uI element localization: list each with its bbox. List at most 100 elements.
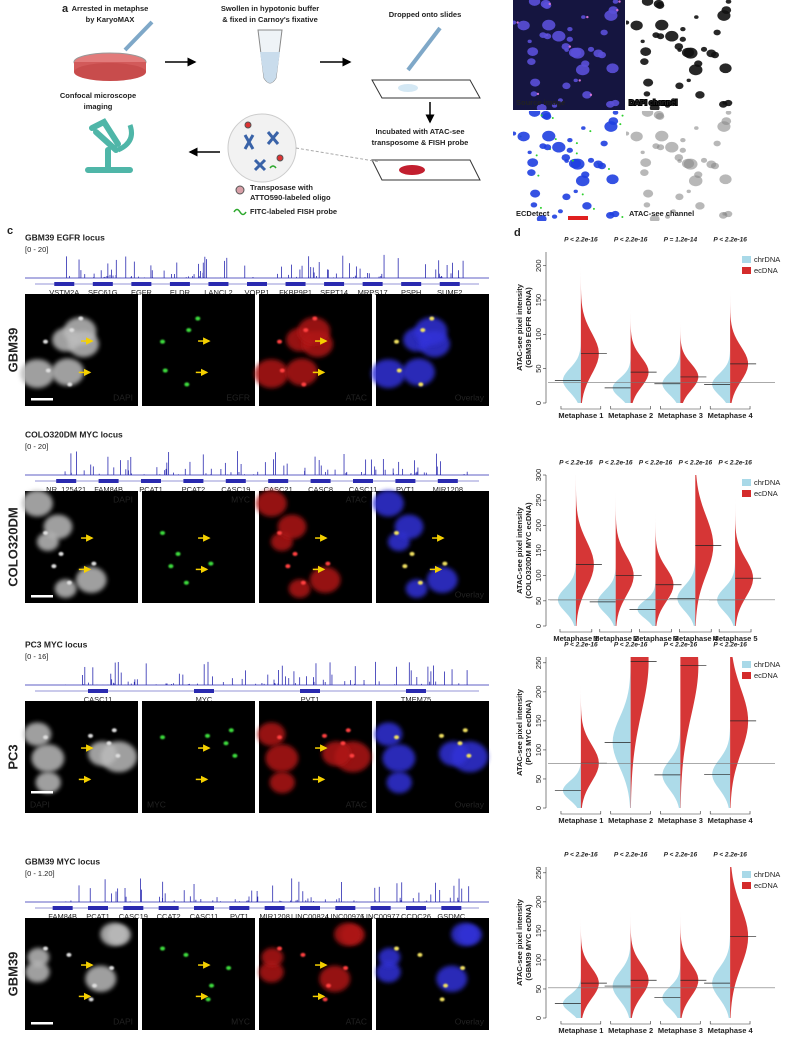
gene-label: PSPH [401, 288, 421, 297]
chromatin [75, 566, 107, 593]
blob [604, 10, 618, 21]
gene-label: MRPS17 [358, 288, 388, 297]
legend-icon [233, 208, 247, 216]
chromatin [35, 771, 61, 794]
y-axis-label: ATAC-see pixel intensity [515, 898, 524, 986]
cell-line-label: GBM39 [5, 328, 20, 373]
blob [575, 175, 590, 187]
gene-label: MIR1208 [433, 485, 463, 494]
gene-box [88, 689, 108, 693]
dot [581, 193, 584, 196]
dot [536, 92, 540, 96]
blob [593, 160, 604, 169]
blob [604, 121, 618, 132]
gene-label: MIR1208 [259, 912, 289, 921]
dot [619, 123, 622, 126]
y-tick-label: 250 [534, 494, 543, 507]
dot [592, 207, 595, 210]
blob [626, 20, 630, 25]
y-tick-label: 200 [534, 519, 543, 532]
blob [540, 0, 551, 9]
y-axis-label: (GBM39 MYC ecDNA) [524, 904, 533, 981]
gene-label: CASC11 [84, 695, 113, 704]
channel-label: Overlay [455, 799, 485, 809]
chromatin [426, 566, 458, 593]
p-value: P < 2.2e-16 [713, 237, 747, 244]
blob [694, 60, 703, 67]
gene-box [401, 282, 422, 286]
blob [612, 111, 619, 115]
y-tick-label: 200 [534, 686, 543, 699]
blob [562, 193, 571, 201]
blob [543, 33, 552, 40]
x-tick-label: Metaphase 2 [608, 816, 653, 825]
blob [528, 111, 541, 117]
blob [640, 39, 645, 44]
gene-box [194, 906, 214, 910]
p-value: P < 2.2e-16 [718, 460, 752, 467]
blob [677, 159, 682, 163]
violin-half [695, 475, 714, 626]
blobs [513, 0, 621, 110]
image-label: ATAC-see channel [629, 209, 694, 218]
cell-line-label: GBM39 [5, 952, 20, 997]
cell-line-label: PC3 [5, 744, 20, 769]
slide [371, 79, 481, 99]
gene-label: CCAT2 [157, 912, 181, 921]
category-bracket [639, 629, 672, 633]
ecdna-signal [460, 966, 466, 971]
y-axis-label: ATAC-see pixel intensity [515, 283, 524, 371]
x-tick-label: Metaphase 3 [658, 1026, 703, 1035]
blob [626, 131, 630, 136]
chromatin [285, 358, 318, 386]
blob [725, 111, 732, 115]
ecdna-signal [43, 339, 49, 344]
blob [679, 147, 686, 153]
violin-half [730, 290, 749, 403]
segmentation-image: Source image [513, 0, 625, 110]
blob [517, 131, 530, 142]
ecdna-signal [208, 561, 214, 566]
legend-swatch [742, 479, 751, 486]
track-range: [0 - 16] [25, 652, 48, 661]
y-tick-label: 50 [534, 985, 543, 993]
micrograph: Overlay [372, 490, 489, 603]
blob [719, 174, 732, 185]
ecdna-signal [300, 952, 306, 957]
chromatin [261, 947, 284, 967]
blob [640, 150, 645, 155]
gene-box [123, 906, 144, 910]
micrograph: DAPI [23, 701, 138, 813]
ecdna-signal [303, 328, 309, 333]
image-bg [142, 701, 255, 813]
ecdna-signal [92, 983, 98, 988]
scale-bar [31, 398, 53, 401]
blob [643, 189, 654, 198]
violin-half [580, 918, 599, 1018]
y-tick-label: 0 [534, 806, 543, 810]
ecdna-signal [67, 382, 73, 387]
gene-box [441, 906, 462, 910]
gene-label: LINC00977 [362, 912, 400, 921]
category-bracket [679, 629, 712, 633]
violin-half [680, 911, 699, 1018]
blob [665, 141, 679, 153]
blob [649, 103, 660, 110]
zoom-line [295, 147, 381, 163]
blob [640, 169, 649, 177]
image-bg [142, 491, 255, 603]
category-bracket [660, 1021, 701, 1025]
gene-label: SEPT14 [320, 288, 348, 297]
ecdna-signal [232, 753, 238, 758]
blob [606, 101, 615, 108]
blob [700, 157, 708, 163]
ecdna-signal [160, 946, 166, 951]
chromatin [288, 579, 311, 598]
violin-half [680, 321, 699, 403]
gene-box [141, 479, 161, 483]
ecdna-signal [394, 530, 400, 535]
gene-label: PCAT1 [86, 912, 110, 921]
ecdna-signal [394, 339, 400, 344]
blob [593, 49, 604, 58]
p-value: P = 1.2e-14 [664, 237, 698, 244]
